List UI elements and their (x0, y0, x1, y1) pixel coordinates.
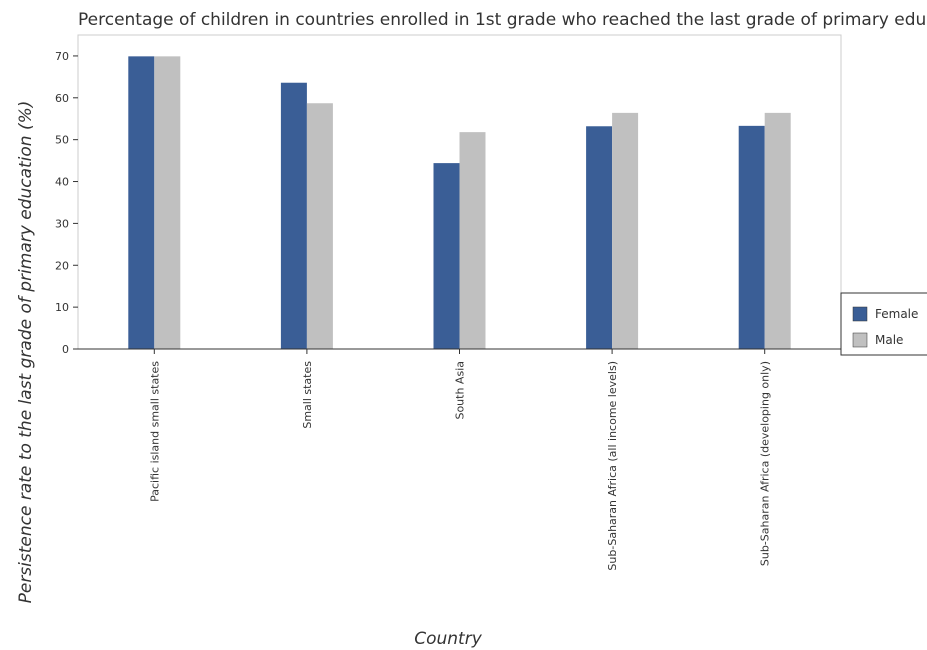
x-tick-label: Sub-Saharan Africa (developing only) (759, 361, 772, 566)
bar-male (306, 103, 333, 349)
y-axis-label: Persistence rate to the last grade of pr… (16, 101, 36, 604)
y-tick-label: 50 (55, 134, 69, 147)
y-tick-label: 10 (55, 301, 69, 314)
bar-male (764, 112, 791, 349)
legend: Female Male (840, 292, 927, 356)
y-tick-label: 70 (55, 50, 69, 63)
bar-male (154, 56, 181, 350)
legend-swatch-female (852, 306, 868, 322)
x-axis: Pacific island small states Small states S… (78, 348, 841, 571)
y-tick-label: 0 (62, 343, 69, 356)
legend-label-male: Male (875, 333, 903, 347)
bar-female (433, 163, 460, 349)
x-axis-label: Country (414, 629, 482, 649)
bar-male (612, 112, 639, 349)
x-tick-label: Sub-Saharan Africa (all income levels) (606, 361, 619, 571)
bar-female (586, 126, 613, 349)
bars-group (128, 56, 791, 350)
x-tick-label: South Asia (454, 361, 467, 420)
y-axis: 0 10 20 30 40 50 60 70 (55, 50, 78, 356)
y-tick-label: 40 (55, 176, 69, 189)
y-tick-label: 20 (55, 259, 69, 272)
legend-label-female: Female (875, 307, 918, 321)
x-tick-label: Small states (301, 361, 314, 429)
bar-female (128, 56, 155, 350)
y-tick-label: 30 (55, 217, 69, 230)
chart-title: Percentage of children in countries enro… (78, 10, 927, 30)
bar-female (280, 82, 307, 349)
bar-female (738, 125, 765, 349)
y-tick-label: 60 (55, 92, 69, 105)
x-tick-label: Pacific island small states (148, 361, 161, 502)
legend-swatch-male (852, 332, 868, 348)
bar-male (459, 132, 486, 349)
